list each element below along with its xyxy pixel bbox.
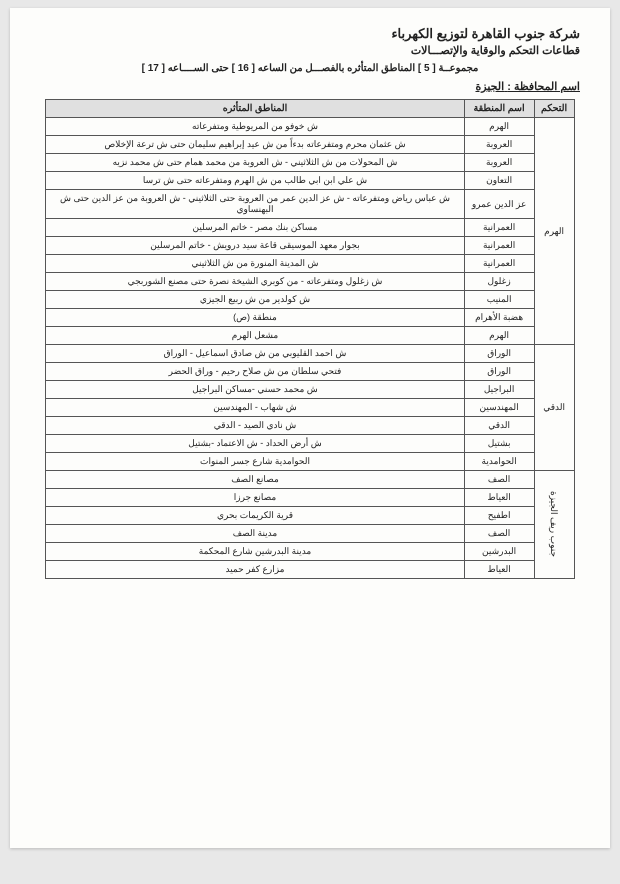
table-row: بشتيلش أرض الحداد - ش الاعتماد -بشتيل	[46, 435, 574, 453]
areas-cell: ش المحولات من ش الثلاثيني - ش العروبة من…	[46, 154, 464, 172]
areas-cell: مزارع كفر حميد	[46, 561, 464, 579]
document-header: شركة جنوب القاهرة لتوزيع الكهرباء قطاعات…	[40, 26, 580, 57]
document-page: شركة جنوب القاهرة لتوزيع الكهرباء قطاعات…	[10, 8, 610, 848]
control-cell: الهرم	[534, 118, 574, 345]
table-row: عز الدين عمروش عباس رياض ومتفرعاته - ش ع…	[46, 190, 574, 219]
table-row: الحوامديةالحوامدية شارع جسر المنوات	[46, 453, 574, 471]
areas-cell: ش محمد حسني -مساكن البراجيل	[46, 381, 464, 399]
zone-cell: الحوامدية	[464, 453, 534, 471]
zone-cell: الوراق	[464, 363, 534, 381]
table-row: جنوب ريف الجيزةالصفمصانع الصف	[46, 471, 574, 489]
control-cell: جنوب ريف الجيزة	[534, 471, 574, 579]
areas-cell: ش المدينة المنورة من ش الثلاثيني	[46, 255, 464, 273]
table-row: العمرانيةمساكن بنك مصر - خاتم المرسلين	[46, 219, 574, 237]
zone-cell: العمرانية	[464, 255, 534, 273]
areas-cell: ش احمد القليوبي من ش صادق اسماعيل - الور…	[46, 345, 464, 363]
zone-cell: البدرشين	[464, 543, 534, 561]
zone-cell: الدقي	[464, 417, 534, 435]
zone-cell: العمرانية	[464, 219, 534, 237]
zone-cell: العروبة	[464, 136, 534, 154]
areas-cell: ش نادي الصيد - الدقي	[46, 417, 464, 435]
zone-cell: التعاون	[464, 172, 534, 190]
zone-cell: هضبة الأهرام	[464, 309, 534, 327]
table-row: هضبة الأهراممنطقة (ص)	[46, 309, 574, 327]
table-row: الصفمدينة الصف	[46, 525, 574, 543]
areas-cell: مشعل الهرم	[46, 327, 464, 345]
table-row: العروبةش المحولات من ش الثلاثيني - ش الع…	[46, 154, 574, 172]
areas-cell: بجوار معهد الموسيقى قاعة سيد درويش - خات…	[46, 237, 464, 255]
areas-cell: الحوامدية شارع جسر المنوات	[46, 453, 464, 471]
zone-cell: العروبة	[464, 154, 534, 172]
zone-cell: العياط	[464, 489, 534, 507]
table-header-row: التحكم اسم المنطقة المناطق المتأثره	[46, 100, 574, 118]
areas-cell: ش شهاب - المهندسين	[46, 399, 464, 417]
areas-cell: مساكن بنك مصر - خاتم المرسلين	[46, 219, 464, 237]
outage-table: التحكم اسم المنطقة المناطق المتأثره الهر…	[45, 99, 574, 579]
zone-cell: المنيب	[464, 291, 534, 309]
zone-cell: عز الدين عمرو	[464, 190, 534, 219]
areas-cell: ش زغلول ومتفرعاته - من كوبري الشيخة نصرة…	[46, 273, 464, 291]
areas-cell: قرية الكريمات بحري	[46, 507, 464, 525]
company-name: شركة جنوب القاهرة لتوزيع الكهرباء	[40, 26, 580, 42]
zone-cell: اطفيح	[464, 507, 534, 525]
table-row: المنيبش كولدير من ش ربيع الجيزي	[46, 291, 574, 309]
sector-name: قطاعات التحكم والوقاية والإتصـــالات	[40, 44, 580, 57]
zone-cell: زغلول	[464, 273, 534, 291]
col-areas-header: المناطق المتأثره	[46, 100, 464, 118]
table-row: العياطمزارع كفر حميد	[46, 561, 574, 579]
table-row: العياطمصانع جرزا	[46, 489, 574, 507]
table-row: اطفيحقرية الكريمات بحري	[46, 507, 574, 525]
table-row: العروبةش عثمان محرم ومتفرعاته بدءاً من ش…	[46, 136, 574, 154]
areas-cell: ش عباس رياض ومتفرعاته - ش عز الدين عمر م…	[46, 190, 464, 219]
zone-cell: العياط	[464, 561, 534, 579]
table-row: زغلولش زغلول ومتفرعاته - من كوبري الشيخة…	[46, 273, 574, 291]
table-row: البدرشينمدينة البدرشين شارع المحكمة	[46, 543, 574, 561]
areas-cell: ش عثمان محرم ومتفرعاته بدءاً من ش عيد إب…	[46, 136, 464, 154]
areas-cell: ش علي ابن ابي طالب من ش الهرم ومتفرعاته …	[46, 172, 464, 190]
areas-cell: مدينة الصف	[46, 525, 464, 543]
areas-cell: ش أرض الحداد - ش الاعتماد -بشتيل	[46, 435, 464, 453]
areas-cell: ش خوفو من المريوطية ومتفرعاته	[46, 118, 464, 136]
table-row: الهرممشعل الهرم	[46, 327, 574, 345]
areas-cell: منطقة (ص)	[46, 309, 464, 327]
zone-cell: الهرم	[464, 118, 534, 136]
zone-cell: المهندسين	[464, 399, 534, 417]
table-row: الهرمالهرمش خوفو من المريوطية ومتفرعاته	[46, 118, 574, 136]
areas-cell: مصانع جرزا	[46, 489, 464, 507]
zone-cell: الصف	[464, 525, 534, 543]
zone-cell: بشتيل	[464, 435, 534, 453]
governorate-line: اسم المحافظة : الجيزة	[40, 80, 580, 93]
zone-cell: الوراق	[464, 345, 534, 363]
group-schedule-line: مجموعــة [ 5 ] المناطق المتأثره بالفصـــ…	[40, 63, 580, 74]
table-row: البراجيلش محمد حسني -مساكن البراجيل	[46, 381, 574, 399]
control-cell: الدقي	[534, 345, 574, 471]
table-row: العمرانيةبجوار معهد الموسيقى قاعة سيد در…	[46, 237, 574, 255]
table-row: الدقيالوراقش احمد القليوبي من ش صادق اسم…	[46, 345, 574, 363]
areas-cell: فتحي سلطان من ش صلاح رحيم - وراق الحضر	[46, 363, 464, 381]
table-body: الهرمالهرمش خوفو من المريوطية ومتفرعاتها…	[46, 118, 574, 579]
table-row: الوراقفتحي سلطان من ش صلاح رحيم - وراق ا…	[46, 363, 574, 381]
gov-name: الجيزة	[475, 81, 504, 93]
col-control-header: التحكم	[534, 100, 574, 118]
zone-cell: الهرم	[464, 327, 534, 345]
areas-cell: مدينة البدرشين شارع المحكمة	[46, 543, 464, 561]
areas-cell: ش كولدير من ش ربيع الجيزي	[46, 291, 464, 309]
table-row: الدقيش نادي الصيد - الدقي	[46, 417, 574, 435]
table-row: العمرانيةش المدينة المنورة من ش الثلاثين…	[46, 255, 574, 273]
zone-cell: الصف	[464, 471, 534, 489]
zone-cell: العمرانية	[464, 237, 534, 255]
zone-cell: البراجيل	[464, 381, 534, 399]
gov-label: اسم المحافظة :	[507, 81, 580, 93]
table-row: التعاونش علي ابن ابي طالب من ش الهرم ومت…	[46, 172, 574, 190]
areas-cell: مصانع الصف	[46, 471, 464, 489]
col-zone-header: اسم المنطقة	[464, 100, 534, 118]
table-row: المهندسينش شهاب - المهندسين	[46, 399, 574, 417]
